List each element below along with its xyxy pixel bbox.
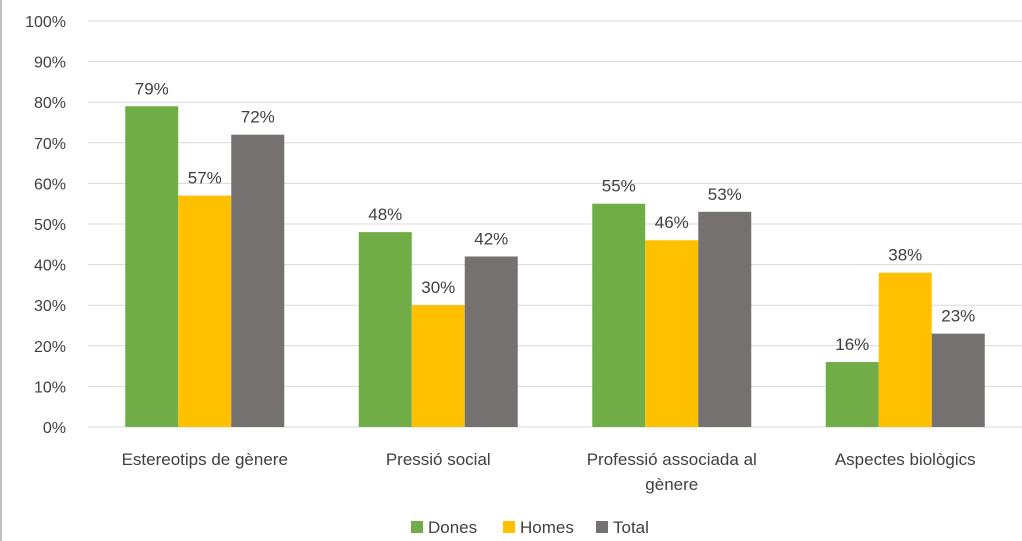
data-label: 79% xyxy=(135,79,169,98)
data-label: 23% xyxy=(941,307,975,326)
bar-homes xyxy=(178,195,232,427)
data-label: 16% xyxy=(835,335,869,354)
bar-dones xyxy=(592,203,646,427)
data-label: 46% xyxy=(655,213,689,232)
data-label: 55% xyxy=(602,177,636,196)
bar-dones xyxy=(358,232,412,427)
y-tick-label: 50% xyxy=(34,217,66,234)
bar-homes xyxy=(645,240,699,427)
data-label: 48% xyxy=(368,205,402,224)
legend-swatch-dones xyxy=(411,521,423,533)
legend-label-homes: Homes xyxy=(520,518,574,537)
data-label: 38% xyxy=(888,246,922,265)
bar-total xyxy=(231,134,285,427)
bar-dones xyxy=(825,362,879,427)
y-tick-label: 0% xyxy=(43,420,66,437)
data-label: 42% xyxy=(474,229,508,248)
bar-homes xyxy=(878,272,932,427)
x-tick-label: Pressió social xyxy=(386,450,491,469)
x-axis-ticks: Estereotips de gènere Pressió social Profe… xyxy=(122,450,976,494)
x-tick-label: Aspectes biològics xyxy=(835,450,976,469)
y-tick-label: 100% xyxy=(25,14,66,31)
bar-dones xyxy=(125,106,179,427)
data-labels: 79% 57% 72% 48% 30% 42% 55% 46% 53% 16% 38% 23% xyxy=(135,79,976,354)
y-tick-label: 80% xyxy=(34,95,66,112)
data-label: 72% xyxy=(241,108,275,127)
chart-border xyxy=(0,0,2,541)
bar-total xyxy=(464,256,518,427)
y-tick-label: 70% xyxy=(34,136,66,153)
y-tick-label: 30% xyxy=(34,298,66,315)
bar-total xyxy=(931,333,985,427)
bar-total xyxy=(698,211,752,427)
y-axis-ticks: 0% 10% 20% 30% 40% 50% 60% 70% 80% 90% 100% xyxy=(25,14,66,437)
legend: Dones Homes Total xyxy=(411,518,649,537)
y-tick-label: 10% xyxy=(34,379,66,396)
legend-swatch-total xyxy=(596,521,608,533)
bar-homes xyxy=(411,305,465,427)
x-tick-label: Estereotips de gènere xyxy=(122,450,288,469)
bars xyxy=(125,106,985,427)
data-label: 53% xyxy=(708,185,742,204)
y-tick-label: 40% xyxy=(34,258,66,275)
legend-swatch-homes xyxy=(503,521,515,533)
y-tick-label: 20% xyxy=(34,339,66,356)
legend-label-total: Total xyxy=(613,518,649,537)
x-tick-label: Professió associada al gènere xyxy=(587,450,757,494)
data-label: 57% xyxy=(188,169,222,188)
legend-label-dones: Dones xyxy=(428,518,477,537)
data-label: 30% xyxy=(421,278,455,297)
y-tick-label: 60% xyxy=(34,176,66,193)
y-tick-label: 90% xyxy=(34,55,66,72)
